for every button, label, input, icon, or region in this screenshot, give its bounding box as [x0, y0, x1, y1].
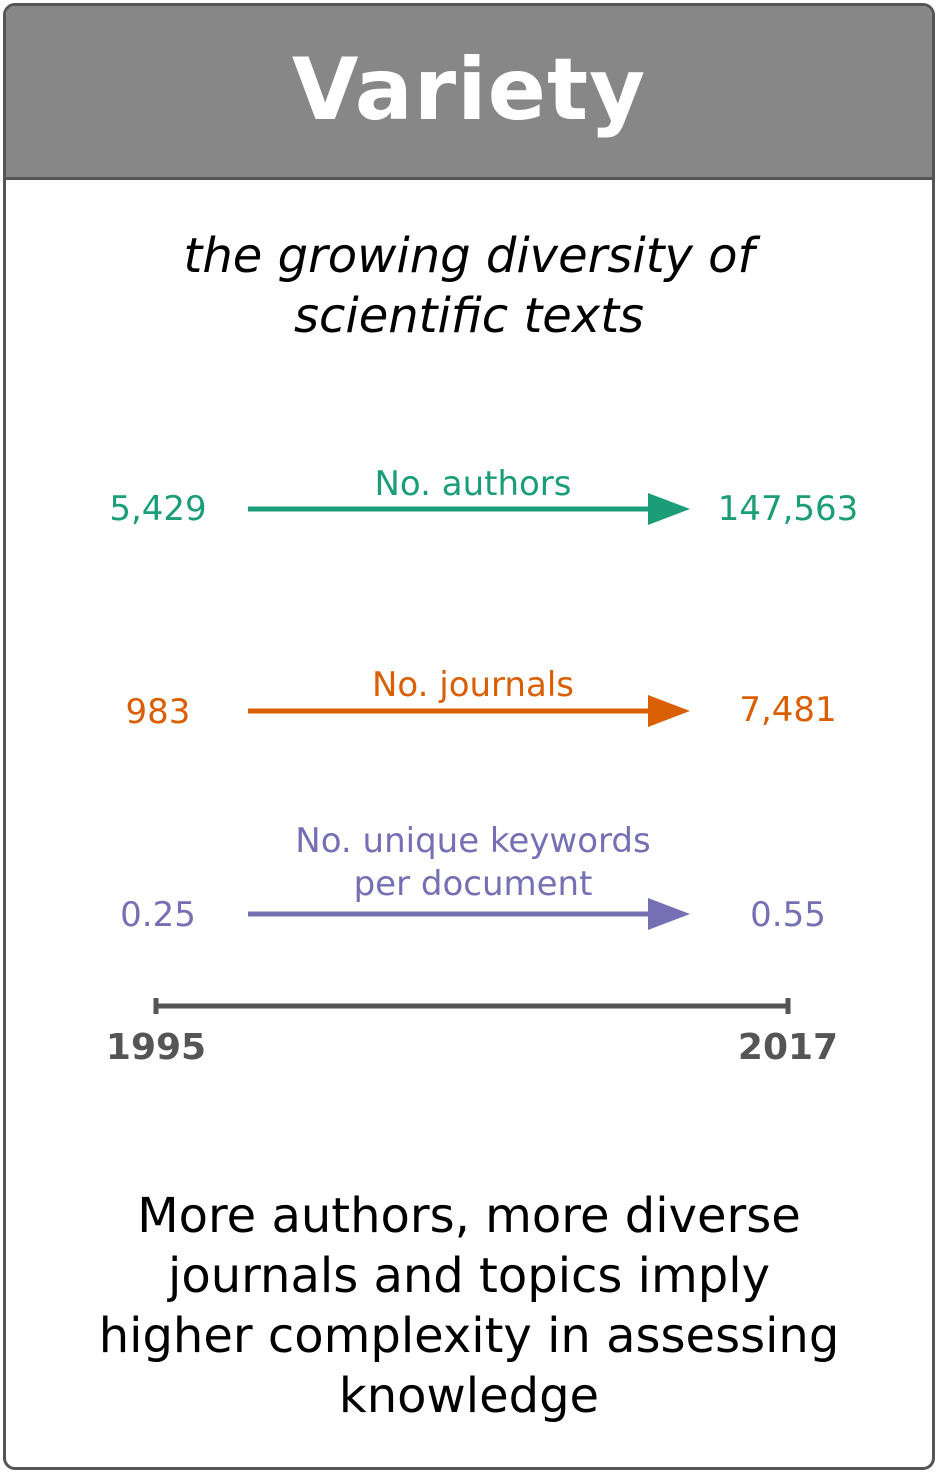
metric-row-keywords: No. unique keywords per document 0.25 0.…	[120, 821, 826, 935]
arrow-head-icon	[648, 898, 690, 930]
metric-label: per document	[354, 864, 593, 904]
subtitle-line: the growing diversity of	[183, 228, 755, 284]
metric-label: No. journals	[372, 665, 574, 705]
subtitle: the growing diversity of scientific text…	[6, 226, 932, 346]
timeline: 1995 2017	[106, 998, 838, 1068]
conclusion-line: More authors, more diverse	[137, 1188, 801, 1244]
metric-end-value: 147,563	[718, 489, 859, 529]
subtitle-line: scientific texts	[293, 288, 645, 344]
conclusion-line: higher complexity in assessing	[98, 1308, 840, 1364]
metric-label: No. authors	[374, 464, 571, 504]
conclusion-text: More authors, more diverse journals and …	[6, 1186, 932, 1426]
metric-label: No. unique keywords	[295, 821, 650, 861]
conclusion-line: journals and topics imply	[168, 1248, 770, 1304]
timeline-start-year: 1995	[106, 1027, 206, 1068]
metric-start-value: 983	[126, 692, 191, 732]
metric-end-value: 7,481	[739, 690, 836, 730]
metrics-diagram: No. authors 5,429 147,563 No. journals 9…	[106, 464, 858, 1068]
card-title: Variety	[291, 40, 647, 140]
arrow-head-icon	[648, 695, 690, 727]
metric-row-authors: No. authors 5,429 147,563	[109, 464, 858, 529]
metric-start-value: 0.25	[120, 895, 196, 935]
timeline-end-year: 2017	[738, 1027, 838, 1068]
card-header: Variety	[6, 6, 932, 180]
conclusion-line: knowledge	[338, 1368, 600, 1424]
arrow-head-icon	[648, 493, 690, 525]
metric-end-value: 0.55	[750, 895, 826, 935]
metric-row-journals: No. journals 983 7,481	[126, 665, 837, 732]
variety-card: Variety the growing diversity of scienti…	[3, 3, 935, 1470]
metric-start-value: 5,429	[109, 489, 206, 529]
